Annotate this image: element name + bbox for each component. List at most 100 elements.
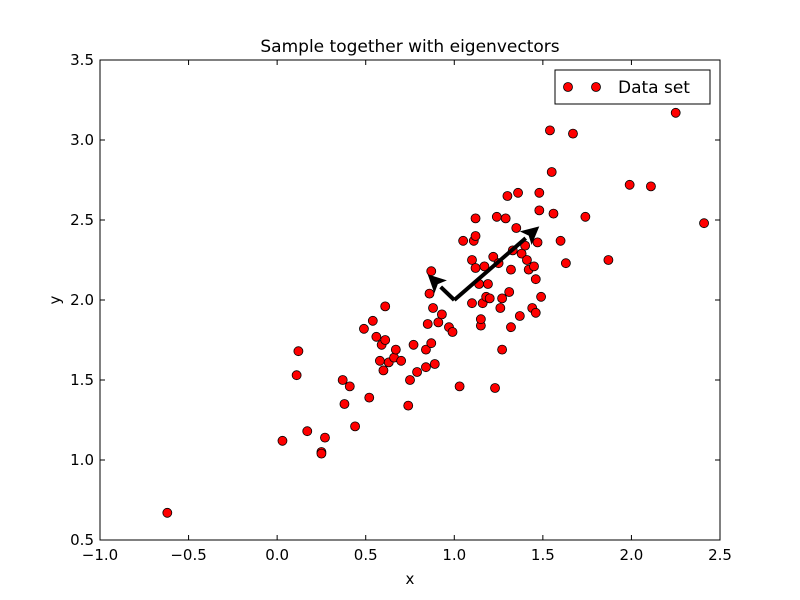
data-point bbox=[447, 327, 458, 337]
data-point bbox=[380, 301, 391, 312]
legend-label: Data set bbox=[618, 78, 690, 98]
data-point bbox=[302, 426, 313, 437]
legend: Data set bbox=[554, 69, 711, 105]
data-point bbox=[534, 205, 545, 216]
data-point bbox=[502, 191, 513, 201]
data-point bbox=[424, 288, 435, 299]
data-point bbox=[426, 338, 437, 349]
data-point bbox=[339, 399, 350, 409]
data-point bbox=[580, 211, 591, 222]
data-point bbox=[470, 213, 481, 224]
data-point bbox=[412, 367, 422, 377]
y-tick-label: 3.0 bbox=[70, 131, 94, 149]
data-point bbox=[359, 323, 369, 334]
axis-ticks: −1.0 −0.5 0.0 0.5 1.0 1.5 2.0 2.5 0.5 1.0 1.5 2.0 2.… bbox=[70, 51, 732, 564]
data-point bbox=[467, 255, 477, 265]
x-tick-label: 2.5 bbox=[708, 546, 732, 564]
legend-box bbox=[554, 69, 711, 105]
x-tick-label: 0.5 bbox=[354, 546, 378, 564]
data-point bbox=[380, 335, 391, 345]
data-point bbox=[490, 383, 500, 393]
x-axis-label: x bbox=[406, 570, 415, 588]
data-point bbox=[500, 213, 511, 224]
data-point bbox=[371, 331, 382, 342]
data-point bbox=[530, 307, 541, 318]
data-point bbox=[293, 346, 304, 357]
data-point bbox=[699, 218, 709, 229]
data-point bbox=[475, 314, 486, 325]
data-point bbox=[403, 400, 414, 411]
data-point bbox=[421, 344, 431, 355]
data-point bbox=[646, 181, 656, 192]
data-point bbox=[454, 381, 465, 392]
data-point bbox=[529, 261, 539, 272]
data-point bbox=[421, 362, 431, 373]
legend-marker-left bbox=[563, 82, 573, 92]
data-point bbox=[504, 287, 515, 297]
data-point bbox=[467, 298, 477, 309]
eigenvectors bbox=[427, 226, 540, 302]
data-point bbox=[364, 392, 375, 403]
y-tick-label: 1.0 bbox=[70, 451, 94, 469]
data-point bbox=[479, 261, 490, 272]
data-point bbox=[506, 322, 516, 333]
x-tick-label: 1.0 bbox=[442, 546, 466, 564]
data-point bbox=[560, 258, 571, 269]
data-point bbox=[670, 107, 681, 118]
y-tick-label: 1.5 bbox=[70, 371, 94, 389]
data-point bbox=[470, 231, 481, 241]
x-tick-label: 1.5 bbox=[531, 546, 555, 564]
data-point bbox=[396, 355, 407, 366]
data-point bbox=[277, 435, 288, 446]
data-point bbox=[488, 251, 499, 262]
x-tick-label: −0.5 bbox=[170, 546, 206, 564]
plot-background bbox=[100, 60, 720, 540]
data-point bbox=[429, 359, 440, 369]
data-point bbox=[458, 235, 469, 246]
data-point bbox=[428, 303, 438, 313]
data-point bbox=[378, 365, 389, 376]
eigenvector-1-head bbox=[519, 226, 540, 245]
y-tick-label: 3.5 bbox=[70, 51, 94, 69]
data-point bbox=[390, 344, 401, 355]
data-point bbox=[513, 187, 523, 198]
eigenvector-2-head bbox=[427, 274, 447, 294]
y-tick-label: 0.5 bbox=[70, 531, 94, 549]
data-point bbox=[514, 311, 525, 321]
x-tick-label: 0.0 bbox=[265, 546, 289, 564]
data-point bbox=[495, 303, 506, 313]
data-point bbox=[374, 355, 385, 366]
data-point bbox=[555, 235, 566, 246]
data-point bbox=[470, 263, 481, 273]
data-points bbox=[162, 107, 709, 518]
y-tick-label: 2.5 bbox=[70, 211, 94, 229]
x-tick-label: −1.0 bbox=[82, 546, 118, 564]
data-point bbox=[436, 309, 447, 320]
data-point bbox=[497, 293, 508, 304]
data-point bbox=[491, 211, 502, 222]
data-point bbox=[484, 293, 495, 304]
data-point bbox=[532, 237, 543, 248]
data-point bbox=[497, 344, 508, 355]
data-point bbox=[408, 339, 419, 350]
data-point bbox=[522, 255, 532, 265]
x-tick-label: 2.0 bbox=[619, 546, 643, 564]
eigenvector-1-shaft bbox=[452, 236, 528, 302]
data-point bbox=[546, 167, 557, 177]
data-point bbox=[367, 315, 378, 326]
data-point bbox=[316, 448, 327, 459]
data-point bbox=[548, 208, 559, 219]
data-point bbox=[344, 381, 355, 392]
plot-frame bbox=[99, 59, 721, 541]
chart-title: Sample together with eigenvectors bbox=[260, 37, 559, 57]
data-point bbox=[516, 248, 527, 259]
data-point bbox=[426, 266, 437, 277]
data-point bbox=[433, 317, 444, 328]
data-point bbox=[337, 375, 348, 385]
data-point bbox=[536, 291, 546, 302]
data-point bbox=[511, 223, 522, 233]
data-point bbox=[534, 187, 545, 198]
y-axis-label: y bbox=[46, 295, 64, 304]
data-point bbox=[506, 264, 516, 275]
